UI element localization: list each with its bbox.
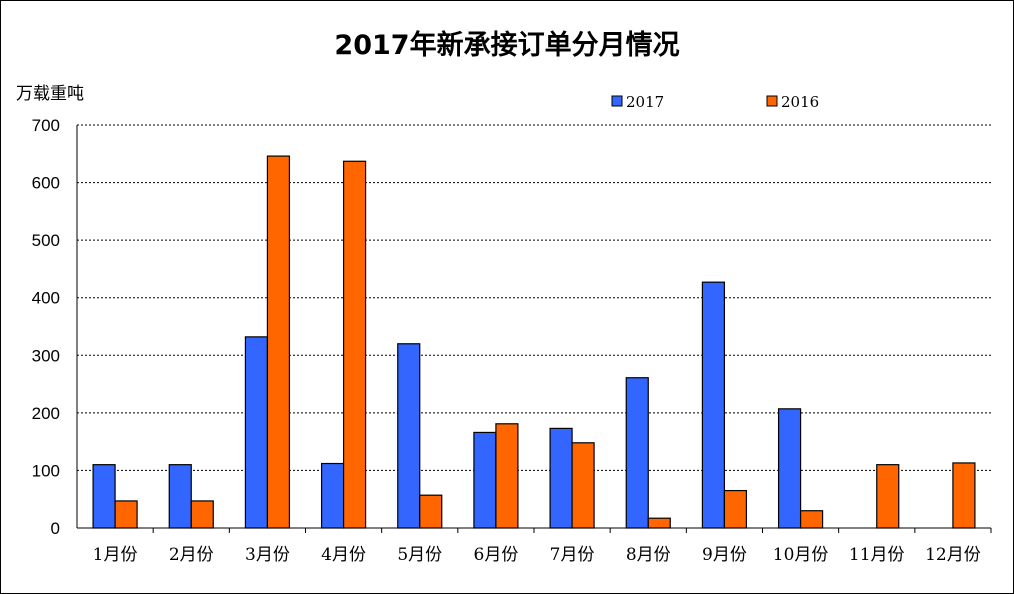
legend-swatch-2017 [611,95,623,107]
bar-2017-10 [777,408,802,529]
bar-2017-7 [549,427,573,529]
bar-2016-2 [190,500,214,529]
y-tick-label: 500 [32,231,60,250]
bar-2016-12 [952,462,976,529]
x-tick-label: 6月份 [474,545,519,565]
bar-2016-4 [342,160,367,529]
bar-2016-1 [114,500,138,529]
y-tick-label: 100 [32,461,60,480]
y-tick-label: 700 [32,116,60,135]
legend-label-2016: 2016 [781,93,819,111]
legend-label-2017: 2017 [626,93,664,111]
chart-title: 2017年新承接订单分月情况 [334,30,680,61]
x-tick-label: 12月份 [925,545,981,565]
bar-2016-10 [799,510,824,529]
bar-2016-5 [419,494,443,529]
bar-2017-9 [701,281,726,529]
y-tick-label: 600 [32,174,60,193]
y-axis-unit-label: 万载重吨 [16,84,84,104]
bar-2016-8 [647,517,671,529]
x-tick-label: 11月份 [849,545,905,565]
bar-2016-9 [723,489,748,529]
y-tick-label: 0 [51,519,60,538]
bar-2017-2 [168,464,192,529]
x-tick-label: 4月份 [321,545,366,565]
bar-2017-1 [92,464,116,529]
x-tick-label: 9月份 [702,545,747,565]
bar-2017-6 [473,431,497,529]
x-tick-label: 8月份 [626,545,671,565]
bar-2017-5 [397,343,421,529]
bar-2017-8 [625,377,649,529]
x-tick-label: 3月份 [245,545,290,565]
bar-2016-11 [876,464,900,529]
bar-2017-4 [320,462,345,529]
x-tick-label: 7月份 [550,545,595,565]
bar-2016-6 [495,423,519,529]
y-tick-label: 300 [32,346,60,365]
y-tick-label: 400 [32,289,60,308]
x-tick-label: 2月份 [169,545,214,565]
bar-2016-3 [266,155,291,529]
x-tick-label: 5月份 [397,545,442,565]
x-tick-label: 10月份 [773,545,829,565]
x-tick-label: 1月份 [93,545,138,565]
bar-2017-3 [244,336,269,529]
y-tick-label: 200 [32,404,60,423]
legend-swatch-2016 [766,95,778,107]
bar-2016-7 [571,442,595,529]
